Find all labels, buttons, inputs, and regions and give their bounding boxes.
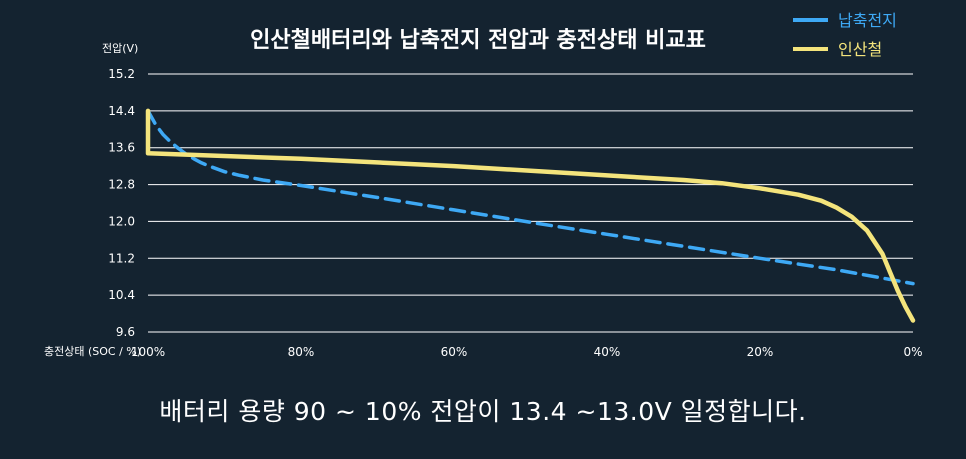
series-line-lead-acid	[146, 109, 915, 286]
y-tick-label: 12.8	[108, 178, 135, 192]
y-axis-label: 전압(V)	[102, 42, 138, 55]
x-tick-label: 40%	[594, 345, 621, 359]
y-tick-label: 13.6	[108, 141, 135, 155]
legend: 납축전지 인산철	[793, 11, 897, 59]
x-axis-label: 충전상태 (SOC / %)	[44, 345, 141, 358]
chart: 인산철배터리와 납축전지 전압과 충전상태 비교표 납축전지 인산철 전압(V)…	[44, 11, 923, 359]
x-tick-label: 20%	[747, 345, 774, 359]
y-tick-label: 9.6	[116, 325, 135, 339]
x-tick-label: 80%	[288, 345, 315, 359]
x-tick-label: 60%	[441, 345, 468, 359]
legend-label-lifepo4: 인산철	[838, 40, 882, 59]
y-tick-label: 11.2	[108, 251, 135, 265]
series-line-lifepo4	[145, 108, 916, 323]
y-tick-label: 15.2	[108, 67, 135, 81]
chart-title: 인산철배터리와 납축전지 전압과 충전상태 비교표	[250, 28, 706, 53]
x-tick-labels: 100% 80% 60% 40% 20% 0%	[131, 345, 923, 359]
y-tick-label: 12.0	[108, 214, 135, 228]
legend-label-lead-acid: 납축전지	[838, 11, 897, 30]
y-tick-label: 14.4	[108, 104, 135, 118]
x-tick-label: 100%	[131, 345, 165, 359]
y-tick-labels: 15.2 14.4 13.6 12.8 12.0 11.2 10.4 9.6	[108, 67, 135, 339]
series-lines	[145, 108, 916, 323]
y-tick-label: 10.4	[108, 288, 135, 302]
x-tick-label: 0%	[903, 345, 922, 359]
caption: 배터리 용량 90 ~ 10% 전압이 13.4 ~13.0V 일정합니다.	[159, 397, 807, 426]
grid-lines	[148, 73, 913, 333]
